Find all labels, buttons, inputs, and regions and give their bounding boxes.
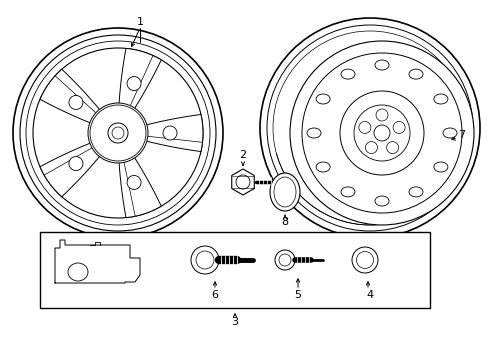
Circle shape [302,53,461,213]
Circle shape [163,126,177,140]
Circle shape [386,141,398,154]
Ellipse shape [351,247,377,273]
Ellipse shape [340,187,354,197]
Text: 8: 8 [281,217,288,227]
Circle shape [112,127,124,139]
Ellipse shape [340,69,354,79]
Text: 7: 7 [458,130,465,140]
Ellipse shape [408,69,422,79]
Circle shape [260,18,479,238]
Circle shape [191,246,219,274]
Ellipse shape [442,128,456,138]
Text: 4: 4 [366,290,373,300]
Ellipse shape [408,187,422,197]
Ellipse shape [356,252,373,269]
Ellipse shape [374,196,388,206]
Text: 3: 3 [231,317,238,327]
Polygon shape [40,69,101,123]
Circle shape [373,125,389,141]
Circle shape [69,95,83,109]
Text: 2: 2 [239,150,246,160]
Circle shape [274,250,294,270]
Ellipse shape [433,162,447,172]
Text: 6: 6 [211,290,218,300]
Text: 1: 1 [136,17,143,27]
Bar [40,232,429,308]
Ellipse shape [269,173,299,211]
Ellipse shape [315,94,329,104]
Circle shape [392,121,404,134]
Ellipse shape [68,263,88,281]
Circle shape [127,77,141,91]
Ellipse shape [374,60,388,70]
Circle shape [69,157,83,171]
Polygon shape [144,114,203,152]
Polygon shape [119,156,161,218]
Text: 5: 5 [294,290,301,300]
Ellipse shape [306,128,320,138]
Ellipse shape [273,177,295,207]
Circle shape [33,48,203,218]
Polygon shape [119,48,161,110]
Circle shape [88,103,148,163]
Circle shape [353,105,409,161]
Circle shape [375,109,387,121]
Circle shape [90,105,146,161]
Circle shape [13,28,223,238]
Circle shape [289,41,473,225]
Circle shape [339,91,423,175]
Ellipse shape [433,94,447,104]
Ellipse shape [315,162,329,172]
Circle shape [358,121,370,134]
Circle shape [108,123,128,143]
Circle shape [127,175,141,189]
Polygon shape [40,143,101,197]
Circle shape [365,141,377,154]
